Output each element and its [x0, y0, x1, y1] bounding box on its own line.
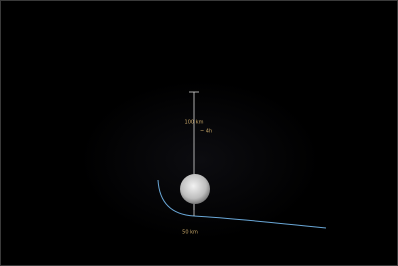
marker-label: ~ 4h — [200, 129, 212, 135]
viewport: 100 km ~ 4h 50 km — [0, 0, 398, 266]
periapsis-label: 50 km — [182, 230, 198, 236]
apoapsis-label: 100 km — [185, 120, 204, 126]
page: 100 km ~ 4h 50 km (() => { const data = … — [0, 0, 398, 266]
moon — [180, 174, 210, 204]
